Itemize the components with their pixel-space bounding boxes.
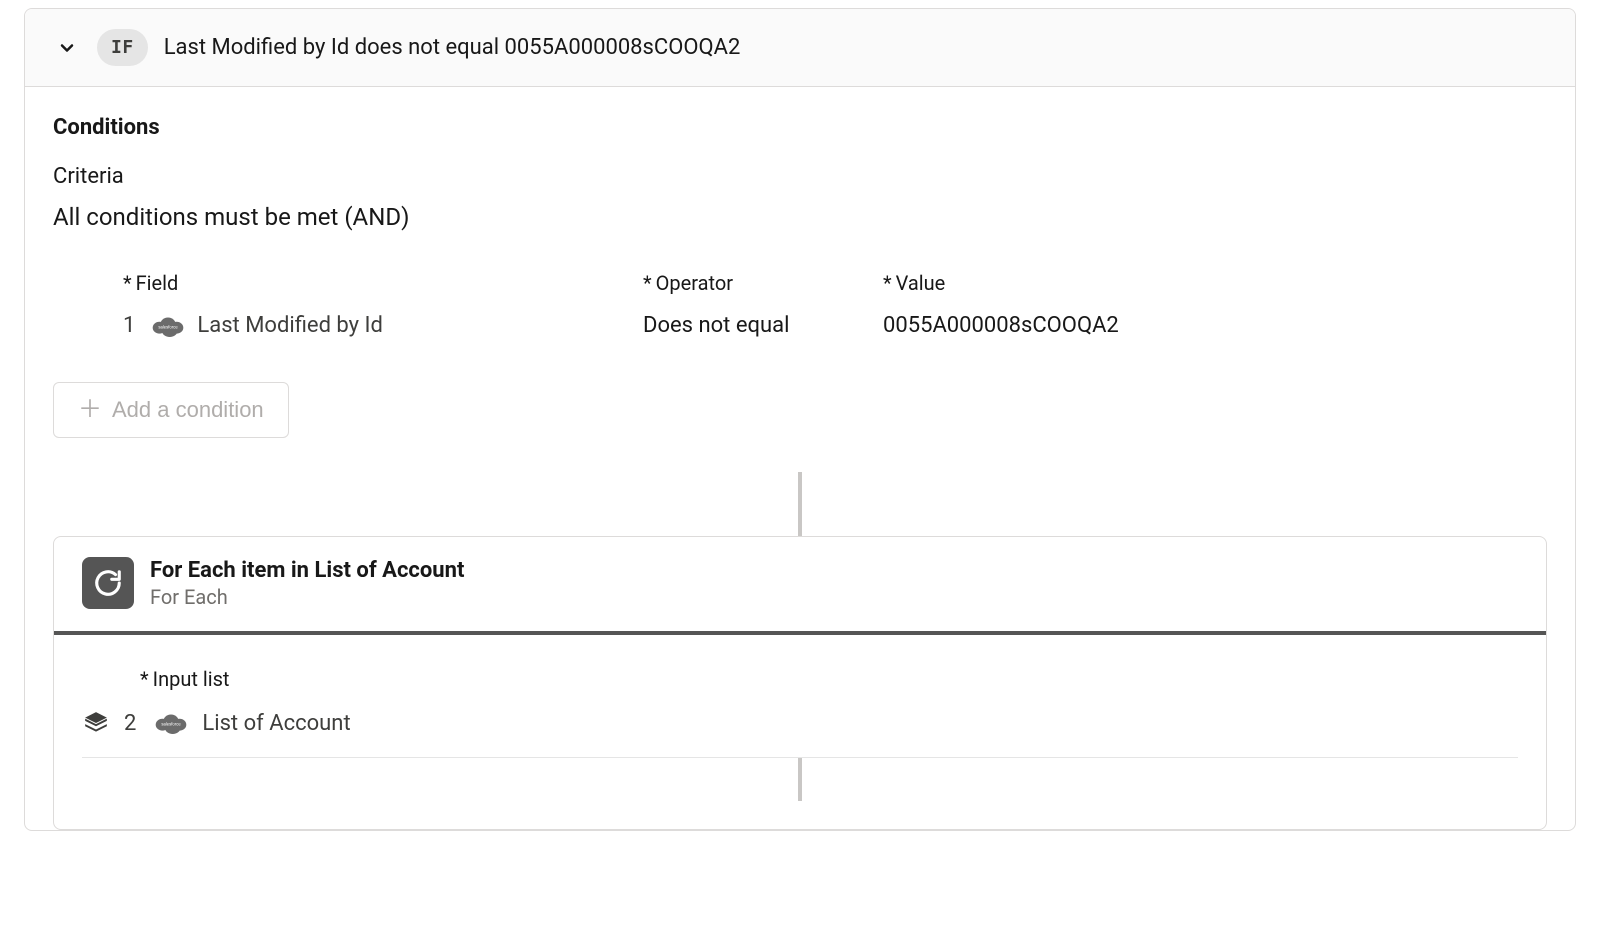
condition-value[interactable]: 0055A000008sCOOQA2 — [883, 313, 1547, 338]
input-list-header: *Input list — [82, 667, 1518, 691]
foreach-title: For Each item in List of Account — [150, 558, 464, 583]
salesforce-icon: salesforce — [151, 314, 185, 338]
condition-headers: *Field *Operator *Value — [53, 271, 1547, 313]
criteria-label: Criteria — [53, 164, 1547, 189]
chevron-down-icon[interactable] — [53, 34, 81, 62]
if-card: IF Last Modified by Id does not equal 00… — [24, 8, 1576, 831]
foreach-subtitle: For Each — [150, 585, 464, 609]
condition-field-label: Last Modified by Id — [197, 313, 383, 338]
input-list-field: List of Account — [202, 711, 350, 736]
condition-operator[interactable]: Does not equal — [643, 313, 883, 338]
if-header[interactable]: IF Last Modified by Id does not equal 00… — [25, 9, 1575, 87]
foreach-body: *Input list 2 salesforce List of Account — [54, 635, 1546, 829]
operator-header: *Operator — [643, 271, 883, 295]
loop-icon — [82, 557, 134, 609]
input-list-row[interactable]: 2 salesforce List of Account — [82, 709, 1518, 737]
criteria-value: All conditions must be met (AND) — [53, 203, 1547, 231]
conditions-body: Conditions Criteria All conditions must … — [25, 87, 1575, 472]
plus-icon: ＋ — [78, 398, 102, 422]
input-row-index: 2 — [124, 711, 136, 736]
row-index: 1 — [123, 313, 135, 338]
condition-row[interactable]: 1 salesforce Last Modified by Id Does no… — [53, 313, 1547, 338]
connector-line-2 — [82, 757, 1518, 801]
layers-icon — [82, 709, 110, 737]
conditions-title: Conditions — [53, 115, 1547, 140]
foreach-header[interactable]: For Each item in List of Account For Eac… — [54, 537, 1546, 635]
foreach-card: For Each item in List of Account For Eac… — [53, 536, 1547, 830]
svg-text:salesforce: salesforce — [162, 722, 182, 727]
salesforce-icon: salesforce — [154, 711, 188, 735]
value-header: *Value — [883, 271, 1547, 295]
if-summary-text: Last Modified by Id does not equal 0055A… — [164, 35, 741, 60]
add-condition-label: Add a condition — [112, 397, 264, 423]
condition-field-cell[interactable]: 1 salesforce Last Modified by Id — [123, 313, 643, 338]
if-badge: IF — [97, 29, 148, 66]
add-condition-button[interactable]: ＋ Add a condition — [53, 382, 289, 438]
field-header: *Field — [123, 271, 643, 295]
svg-text:salesforce: salesforce — [159, 324, 179, 329]
connector-line — [25, 472, 1575, 536]
